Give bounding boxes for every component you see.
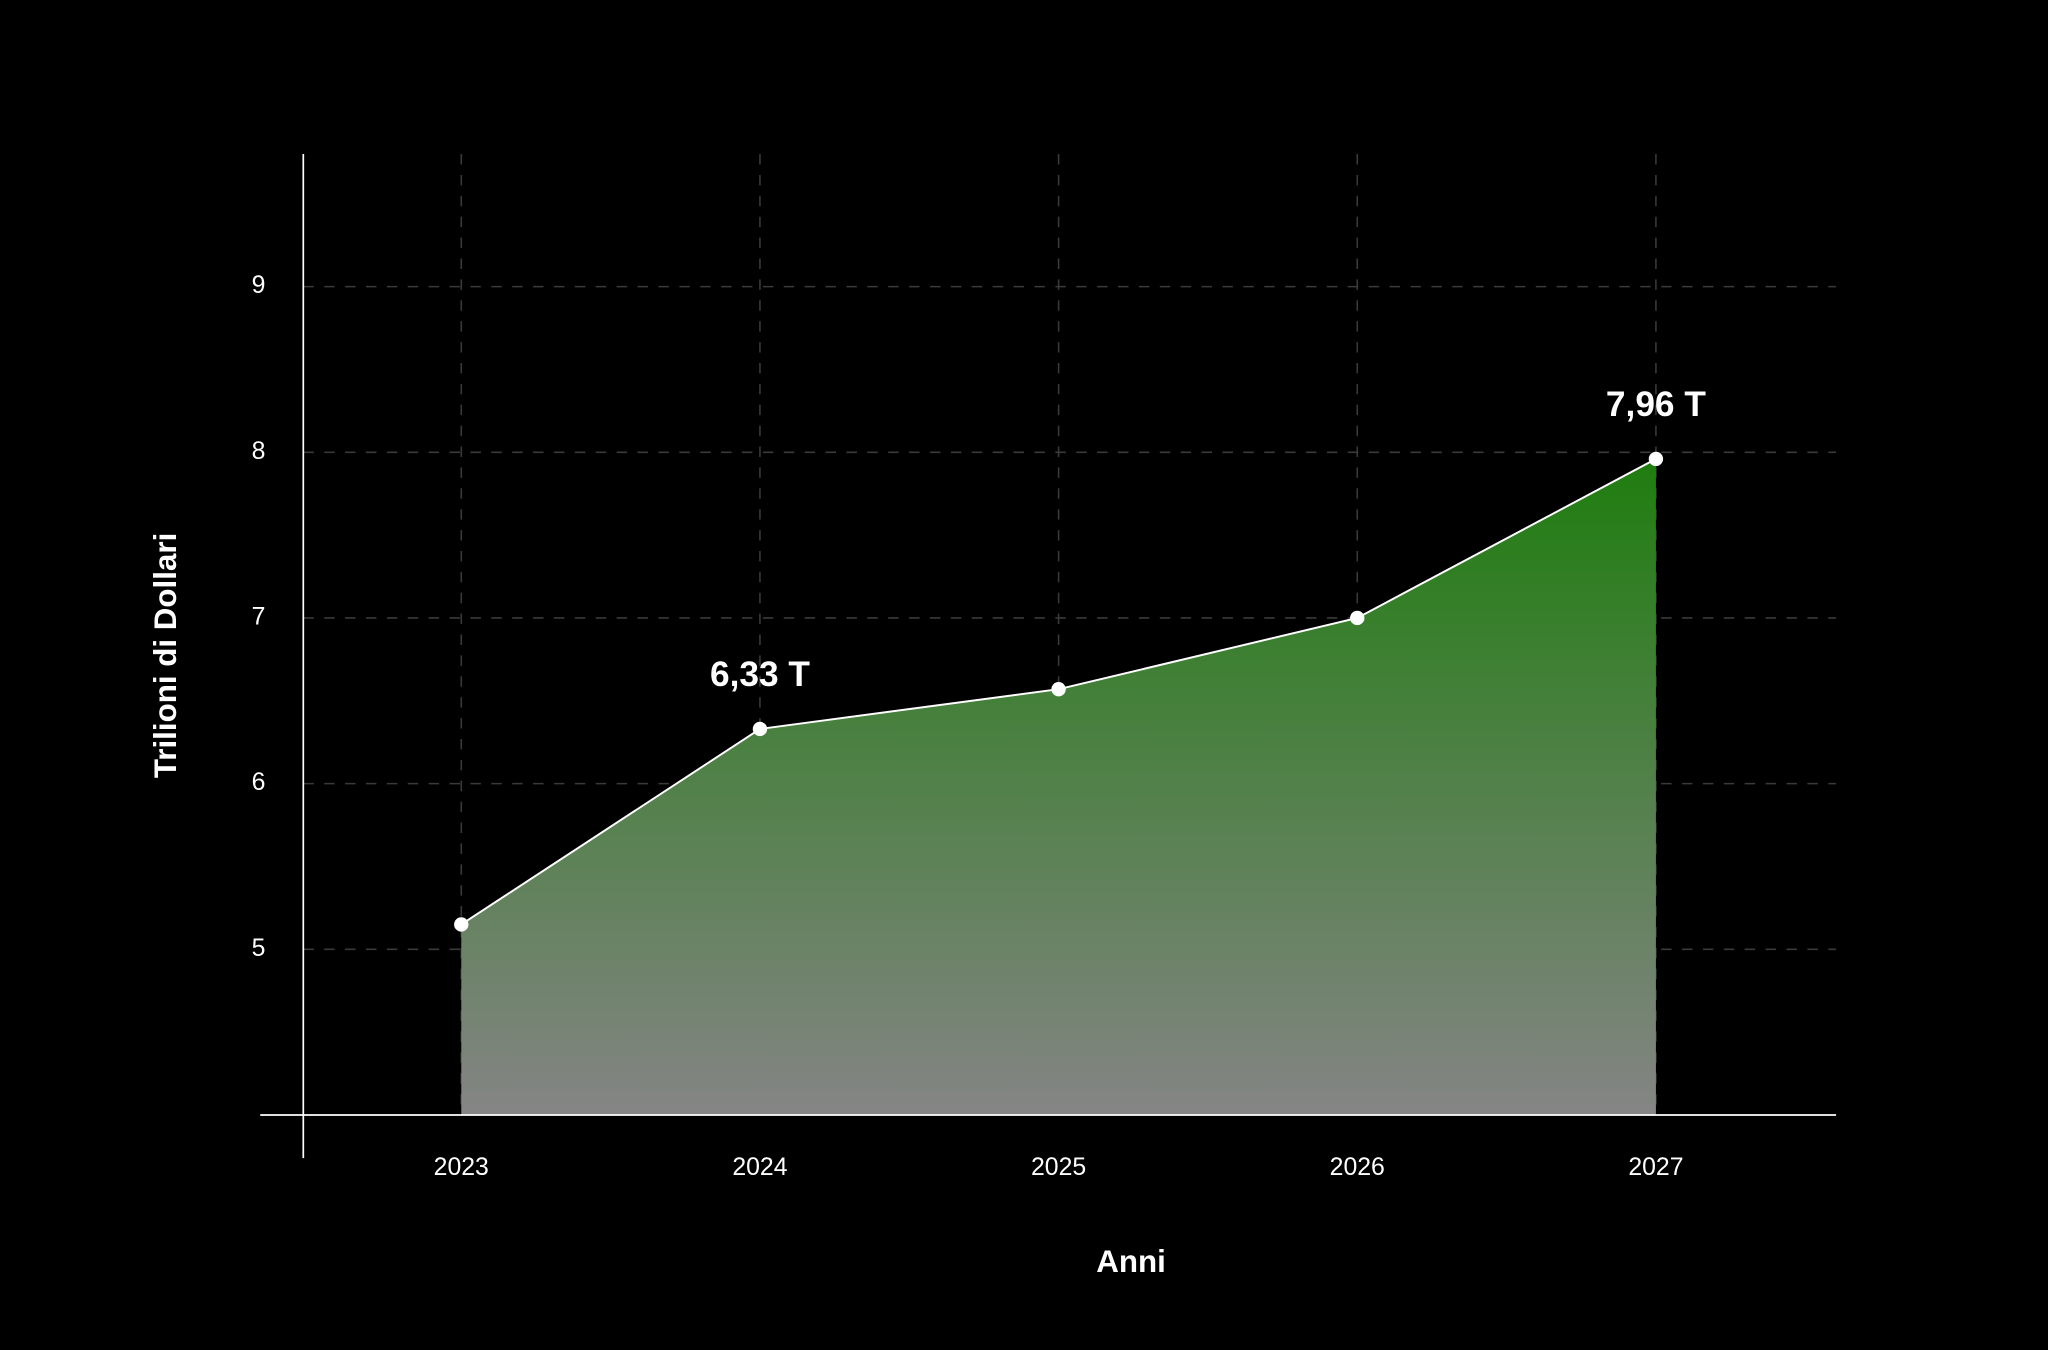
point [1051, 682, 1066, 697]
point [454, 917, 469, 932]
y-tick-label: 6 [252, 769, 266, 796]
y-tick-label: 5 [252, 935, 266, 962]
point [752, 721, 768, 737]
value-label: 6,33 T [710, 655, 810, 694]
value-label: 7,96 T [1606, 385, 1706, 424]
point [1648, 451, 1664, 467]
x-axis-title: Anni [1096, 1244, 1166, 1279]
point [1350, 610, 1365, 626]
y-tick-label: 9 [252, 272, 266, 299]
y-axis-title: Trilioni di Dollari [148, 533, 183, 778]
y-tick-label: 8 [252, 438, 266, 465]
x-tick-label: 2023 [434, 1154, 489, 1181]
x-tick-label: 2025 [1031, 1154, 1086, 1181]
x-tick-label: 2027 [1628, 1154, 1683, 1181]
y-tick-label: 7 [252, 604, 266, 631]
x-tick-label: 2026 [1330, 1154, 1385, 1181]
x-tick-label: 2024 [732, 1154, 787, 1181]
